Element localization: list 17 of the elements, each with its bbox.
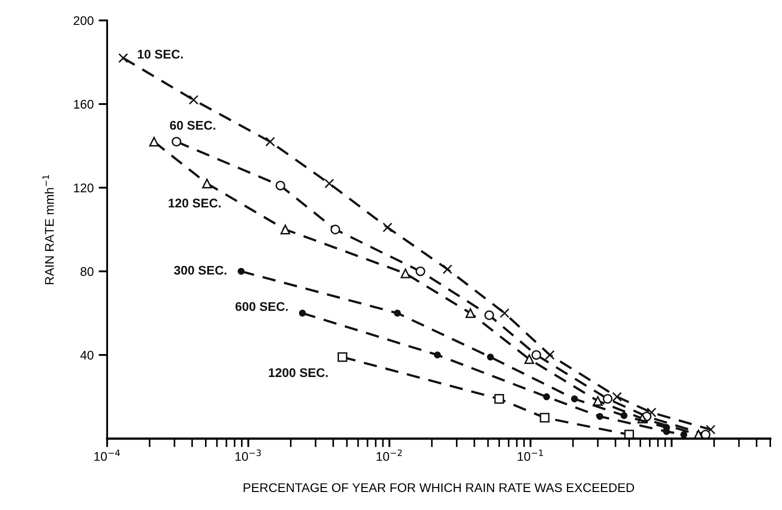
series-label: 10 SEC.: [138, 50, 183, 59]
y-tick-label: 80: [80, 267, 94, 276]
x-tick-label: 10$^{−3}$: [236, 449, 261, 461]
series-label: 600 SEC.: [235, 302, 288, 311]
y-tick-label: 200: [74, 16, 94, 26]
series-label: 300 SEC.: [174, 266, 226, 275]
x-tick-label: 10$^{−2}$: [376, 449, 402, 461]
x-axis-title: PERCENTAGE OF YEAR FOR WHICH RAIN RATE WAS EXCEEDED: [244, 483, 634, 492]
y-tick-label: 160: [74, 100, 94, 109]
series-label: 1200 SEC.: [268, 368, 328, 378]
y-tick-label: 120: [74, 183, 94, 192]
y-tick-label: 40: [80, 350, 94, 360]
series-label: 60 SEC.: [170, 120, 216, 130]
x-tick-label: 10$^{−4}$: [94, 450, 120, 461]
x-tick-label: 10$^{−1}$: [518, 450, 543, 461]
y-axis-title: RAIN RATE mmh$^{−1}$: [42, 175, 54, 284]
series-label: 120 SEC.: [168, 198, 221, 208]
